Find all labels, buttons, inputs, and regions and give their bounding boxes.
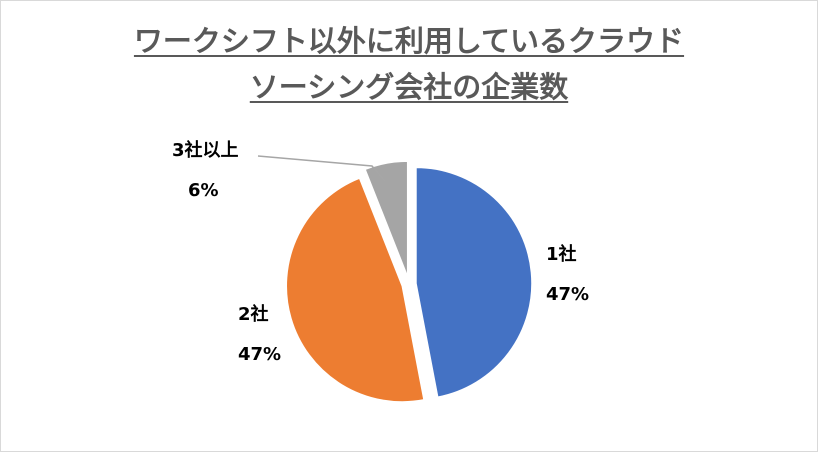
chart-title-line-1: ワークシフト以外に利用しているクラウド xyxy=(133,24,685,58)
slice-1 xyxy=(415,166,533,399)
label-category-1: 1社 xyxy=(546,243,577,265)
chart-title: ワークシフト以外に利用しているクラウド ソーシング会社の企業数 xyxy=(0,18,818,110)
slice-3-or-more xyxy=(364,160,409,278)
label-value-1: 47% xyxy=(546,284,589,305)
slice-2 xyxy=(285,177,425,403)
leader-line-3-or-more xyxy=(257,155,386,182)
pie-slices xyxy=(285,160,533,403)
label-value-2: 47% xyxy=(238,344,281,365)
label-value-3: 6% xyxy=(188,180,219,201)
chart-title-line-2: ソーシング会社の企業数 xyxy=(249,70,569,104)
label-category-3: 3社以上 xyxy=(172,139,239,161)
label-category-2: 2社 xyxy=(238,303,269,325)
